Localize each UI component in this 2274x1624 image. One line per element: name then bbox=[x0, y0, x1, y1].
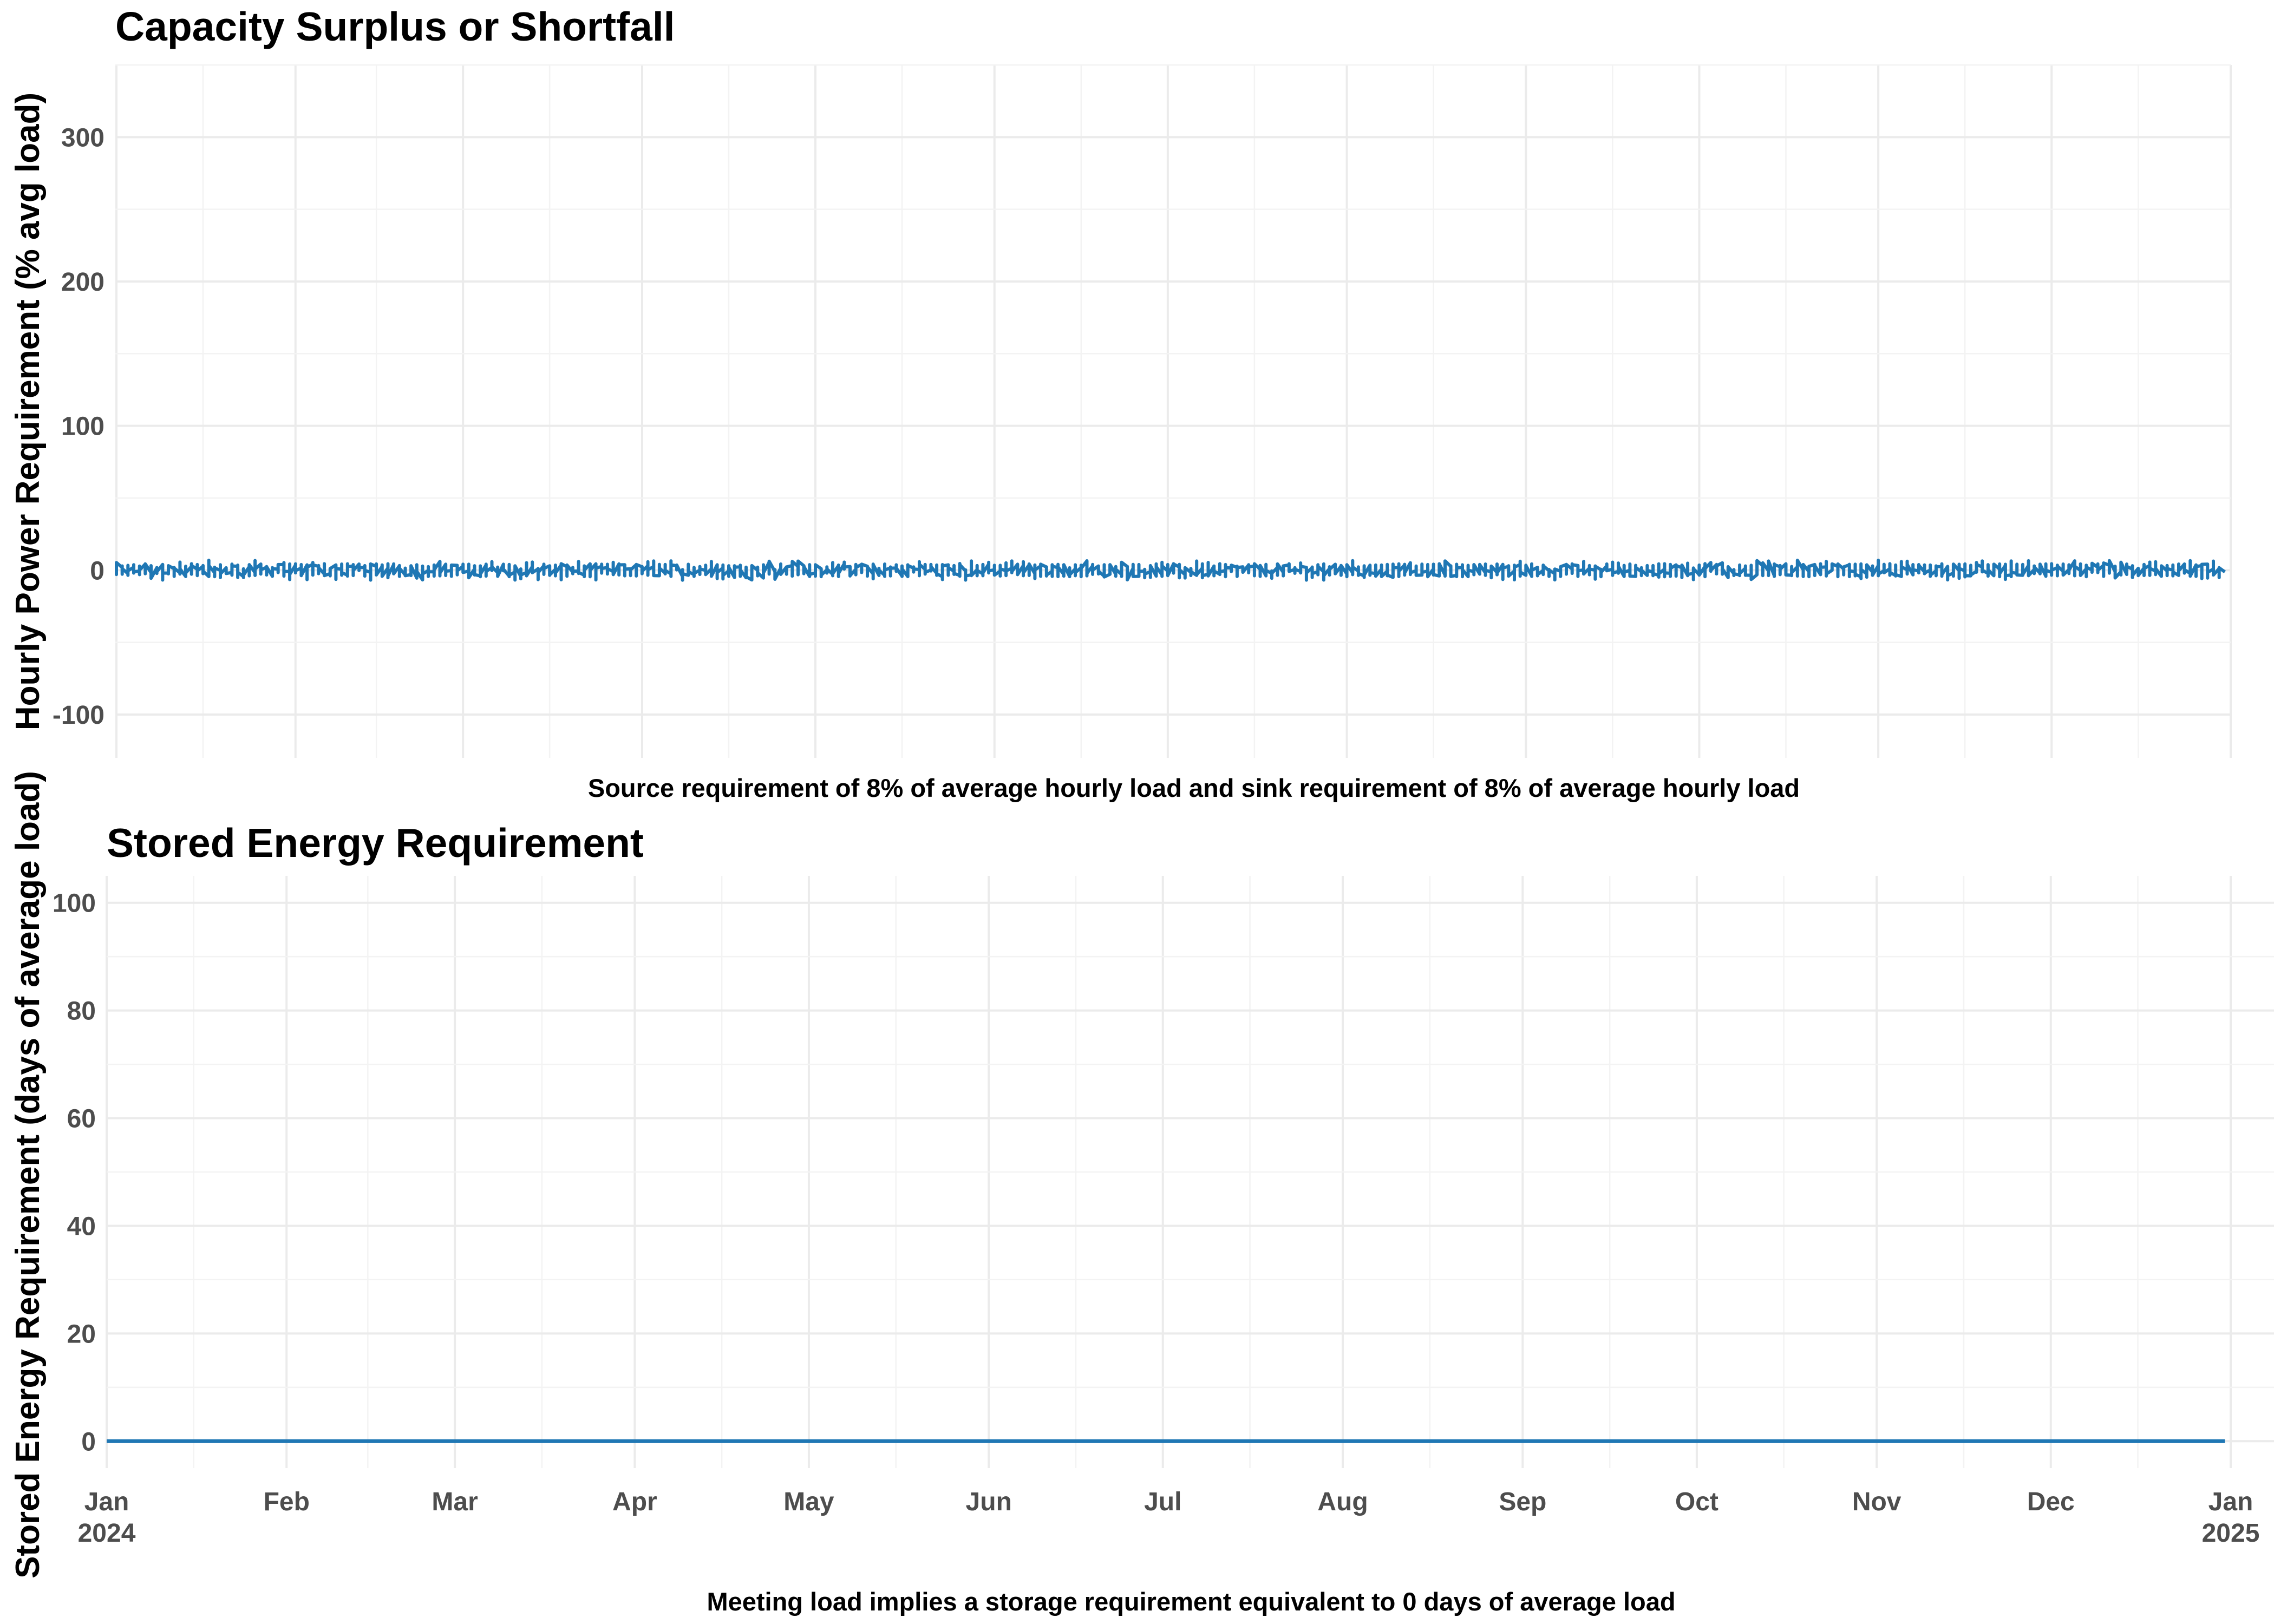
y-tick-label: 100 bbox=[53, 889, 96, 918]
y-tick-label: -100 bbox=[53, 701, 104, 730]
x-tick-label: Apr bbox=[612, 1488, 657, 1516]
power-y-tick-labels: -100 0 100 200 300 bbox=[53, 123, 104, 730]
x-tick-label: Jan bbox=[2208, 1488, 2253, 1516]
x-tick-label: Feb bbox=[264, 1488, 310, 1516]
y-tick-label: 40 bbox=[67, 1212, 96, 1241]
storage-gridlines bbox=[106, 876, 2274, 1468]
y-tick-label: 0 bbox=[90, 556, 104, 585]
power-series bbox=[115, 559, 2226, 582]
x-tick-label: Aug bbox=[1317, 1488, 1368, 1516]
x-tick-label: Sep bbox=[1499, 1488, 1546, 1516]
storage-y-axis-label: Stored Energy Requirement (days of avera… bbox=[9, 771, 47, 1579]
storage-chart-title: Stored Energy Requirement bbox=[107, 820, 644, 866]
power-series-line bbox=[115, 559, 2226, 582]
y-tick-label: 100 bbox=[61, 412, 104, 441]
x-tick-label: Dec bbox=[2027, 1488, 2075, 1516]
power-gridlines bbox=[115, 64, 2232, 758]
storage-panel: 0 20 40 60 80 100 Jan 2024 Feb Mar Apr May Jun Jul Au… bbox=[9, 771, 2274, 1616]
storage-x-tick-labels: Jan 2024 Feb Mar Apr May Jun Jul Aug Sep Oct Nov Dec… bbox=[78, 1488, 2260, 1548]
storage-y-tick-labels: 0 20 40 60 80 100 bbox=[53, 889, 96, 1457]
y-tick-label: 20 bbox=[67, 1320, 96, 1348]
y-tick-label: 60 bbox=[67, 1105, 96, 1134]
x-tick-label: Jun bbox=[966, 1488, 1012, 1516]
power-caption: Source requirement of 8% of average hour… bbox=[588, 774, 1800, 802]
y-tick-label: 0 bbox=[81, 1427, 96, 1456]
x-tick-year-label: 2024 bbox=[78, 1519, 136, 1548]
storage-caption: Meeting load implies a storage requireme… bbox=[707, 1587, 1675, 1616]
y-tick-label: 300 bbox=[61, 123, 104, 152]
y-tick-label: 80 bbox=[67, 997, 96, 1026]
power-panel: -100 0 100 200 300 Capacity Surplus or Short… bbox=[9, 4, 2232, 802]
power-chart-title: Capacity Surplus or Shortfall bbox=[115, 4, 675, 49]
power-y-axis-label: Hourly Power Requirement (% avg load) bbox=[9, 93, 47, 730]
x-tick-year-label: 2025 bbox=[2202, 1519, 2260, 1548]
x-tick-label: Jan bbox=[84, 1488, 129, 1516]
x-tick-label: May bbox=[783, 1488, 834, 1516]
x-tick-label: Jul bbox=[1144, 1488, 1181, 1516]
x-tick-label: Oct bbox=[1675, 1488, 1718, 1516]
y-tick-label: 200 bbox=[61, 268, 104, 297]
x-tick-label: Nov bbox=[1852, 1488, 1901, 1516]
x-tick-label: Mar bbox=[432, 1488, 478, 1516]
